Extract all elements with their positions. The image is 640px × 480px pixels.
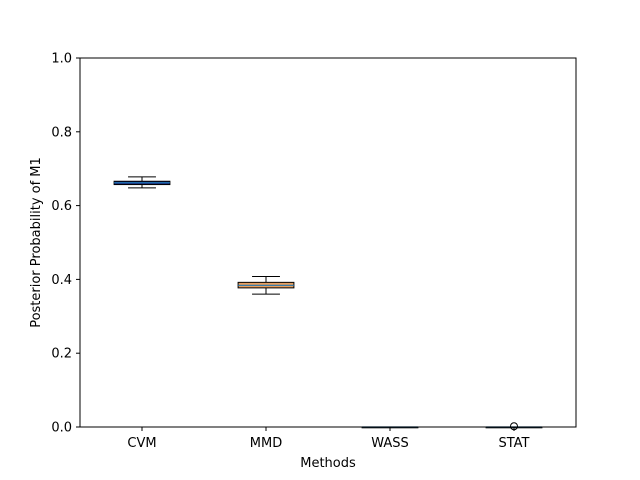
- x-tick-label: MMD: [250, 436, 282, 451]
- y-tick-label: 0.2: [51, 347, 72, 362]
- plot-marks: [113, 176, 543, 431]
- y-axis: 0.0 0.2 0.4 0.6 0.8 1.0: [51, 52, 80, 436]
- box-mmd: [237, 275, 295, 295]
- x-tick-label: CVM: [127, 436, 156, 451]
- x-axis: CVM MMD WASS STAT: [127, 427, 530, 451]
- y-tick-label: 0.0: [51, 421, 72, 436]
- plot-frame: [79, 57, 577, 428]
- y-tick-label: 0.8: [51, 125, 72, 140]
- y-tick-label: 0.6: [51, 199, 72, 214]
- x-tick-label: WASS: [371, 436, 409, 451]
- y-tick-label: 1.0: [51, 52, 72, 67]
- y-axis-label: Posterior Probability of M1: [29, 157, 44, 328]
- x-tick-label: STAT: [498, 436, 529, 451]
- y-tick-label: 0.4: [51, 273, 72, 288]
- x-axis-label: Methods: [300, 456, 356, 471]
- box-cvm: [113, 176, 171, 189]
